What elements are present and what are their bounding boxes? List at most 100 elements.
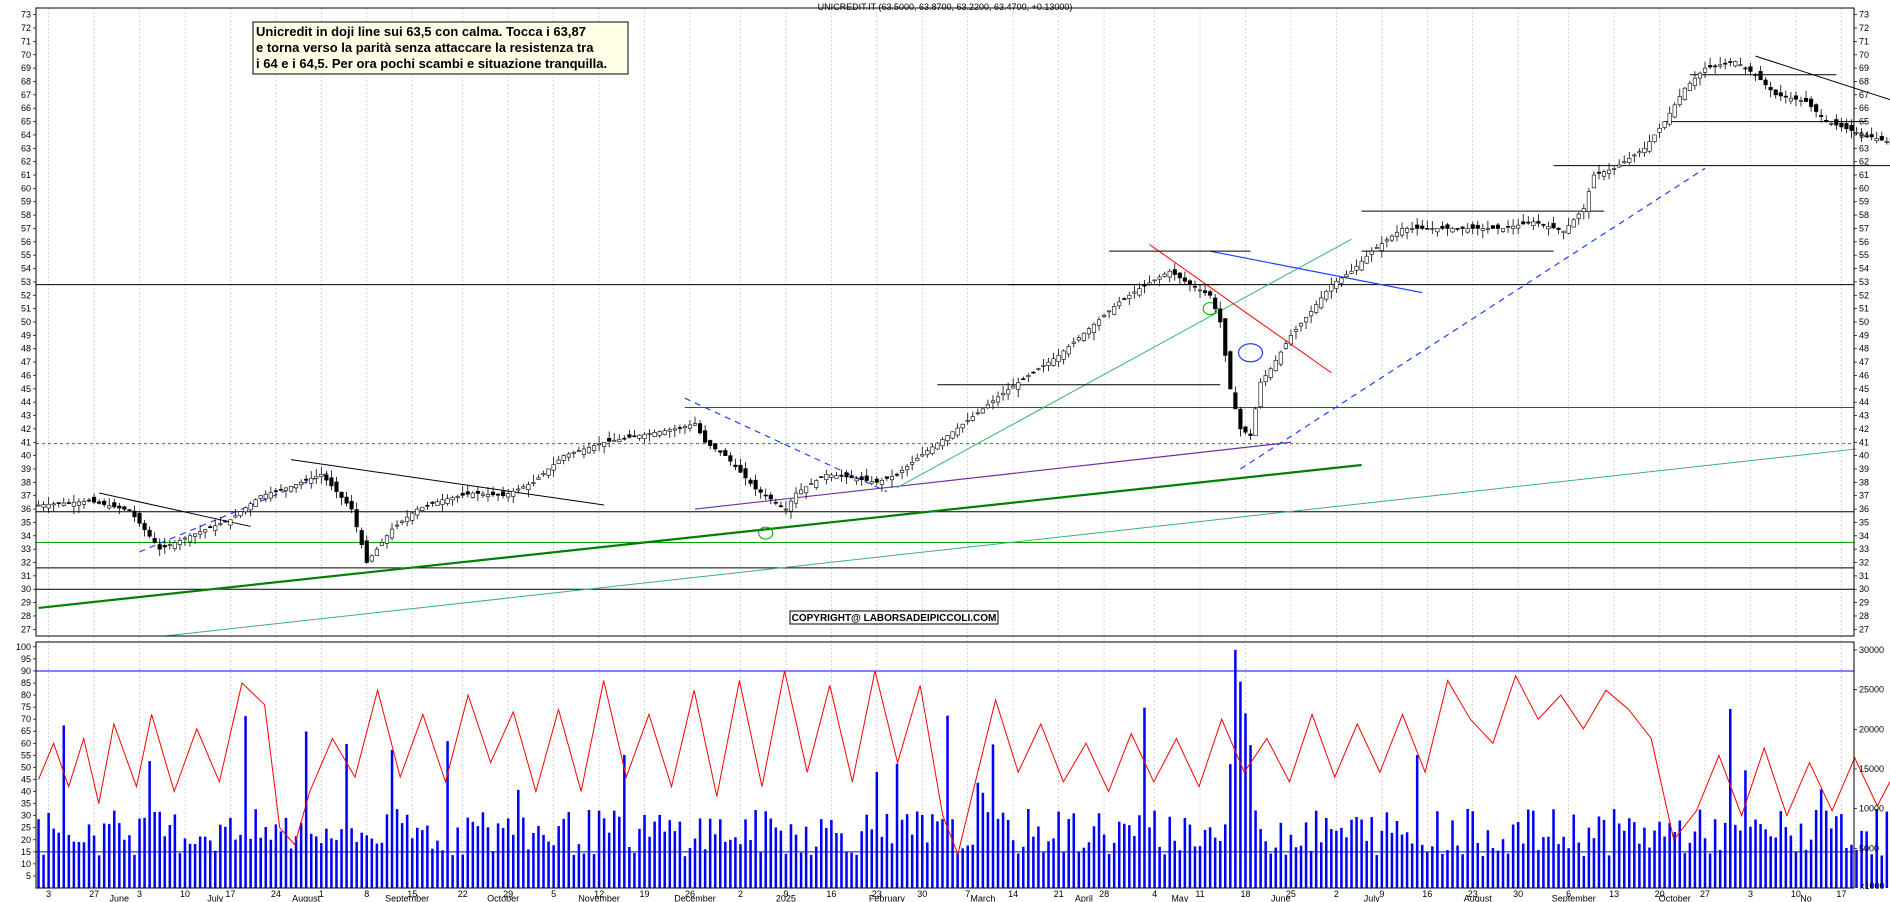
candle-body [1435,228,1440,233]
candle-body [743,468,748,479]
candle-body [1107,310,1112,313]
candle-body [521,486,526,489]
price-tick-label-right: 54 [1859,264,1869,274]
candle-body [1374,247,1379,249]
price-tick-label-left: 51 [21,304,31,314]
candle-body [1117,301,1122,307]
candle-body [1884,141,1889,143]
candle-body [415,508,420,516]
candle-body [1197,289,1203,292]
candle-body [1420,225,1425,229]
price-tick-label-right: 48 [1859,344,1869,354]
price-tick-label-left: 65 [21,117,31,127]
candle-body [1046,361,1051,366]
candle-body [1081,332,1086,341]
price-tick-label-right: 55 [1859,250,1869,260]
candle-body [506,493,511,498]
volume-tick-label: 5000 [1859,843,1879,853]
price-tick-label-left: 50 [21,317,31,327]
x-month-label: 2025 [776,894,796,902]
oscillator-tick-label: 5 [26,871,31,881]
x-tick-label: 6 [1566,889,1571,899]
candle-body [61,502,66,506]
candle-body [460,492,465,496]
candle-body [92,496,97,503]
candle-body [975,412,980,415]
oscillator-tick-label: 55 [21,750,31,760]
price-tick-label-left: 41 [21,437,31,447]
candle-body [652,432,657,437]
candle-body [955,427,960,436]
candle-body [1132,291,1137,294]
oscillator-tick-label: 100 [16,642,31,652]
price-tick-label-right: 71 [1859,36,1869,46]
candle-body [400,520,405,523]
candle-body [662,430,667,435]
candle-body [1238,408,1243,430]
candle-body [203,529,208,533]
candle-body [334,481,339,492]
candle-body [925,450,930,456]
candle-body [137,512,142,524]
candle-body [1864,135,1869,138]
price-tick-label-left: 62 [21,157,31,167]
price-tick-label-left: 46 [21,370,31,380]
candle-body [1278,351,1283,365]
price-tick-label-right: 40 [1859,451,1869,461]
candle-body [1682,87,1687,100]
candle-body [142,523,147,531]
price-tick-label-left: 45 [21,384,31,394]
chart-title: UNICREDIT.IT (63.5000, 63.8700, 63.2200,… [818,2,1073,12]
volume-tick-label: 20000 [1859,724,1884,734]
candle-body [86,499,92,502]
price-tick-label-left: 53 [21,277,31,287]
candle-body [152,538,157,543]
candle-body [667,429,672,432]
candle-body [799,489,804,495]
candle-body [1096,319,1102,326]
candle-body [1293,329,1299,332]
candle-body [1809,98,1814,107]
candle-body [692,423,698,426]
x-month-label: February [869,894,906,902]
x-month-label: September [385,894,429,902]
candle-body [894,473,900,476]
candle-body [1798,100,1804,102]
candle-body [733,464,738,468]
candle-body [809,483,814,485]
x-tick-label: 17 [1836,889,1846,899]
volume-tick-label: 15000 [1859,764,1884,774]
x-tick-label: 19 [640,889,650,899]
candle-body [1263,375,1268,383]
candle-body [1718,64,1723,67]
candle-body [1839,122,1844,128]
candle-body [395,524,400,527]
price-tick-label-left: 60 [21,183,31,193]
candle-body [713,443,718,450]
candle-body [273,490,278,492]
x-tick-label: 12 [594,889,604,899]
candle-body [1288,335,1293,345]
candle-body [1152,279,1157,282]
candle-body [1753,74,1758,76]
candle-body [602,441,607,447]
candle-body [147,529,152,537]
candle-body [1102,315,1107,318]
candle-body [879,480,884,485]
candle-body [1021,378,1026,380]
candle-body [1531,221,1536,227]
x-tick-label: 5 [551,889,556,899]
candle-body [1036,368,1041,371]
candle-body [1445,224,1450,229]
volume-tick-label: 10000 [1859,804,1884,814]
annotation-line-2: e torna verso la parità senza attaccare … [256,40,594,55]
candle-body [874,478,879,483]
x-tick-label: 30 [1513,889,1523,899]
candle-body [1758,71,1763,81]
x-tick-label: 16 [826,889,836,899]
x-month-label: July [207,894,224,902]
price-tick-label-right: 53 [1859,277,1869,287]
x-tick-label: 11 [1195,889,1204,899]
oscillator-tick-label: 60 [21,738,31,748]
